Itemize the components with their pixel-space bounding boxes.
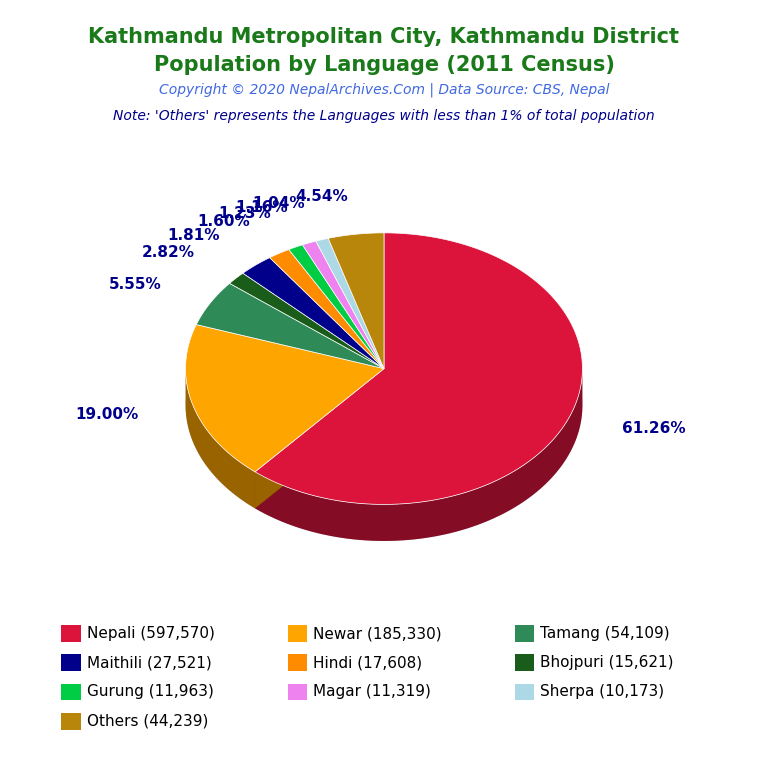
Bar — [288, 625, 307, 642]
Text: Maithili (27,521): Maithili (27,521) — [87, 655, 211, 670]
Bar — [515, 625, 534, 642]
Text: Newar (185,330): Newar (185,330) — [313, 626, 442, 641]
Text: 19.00%: 19.00% — [76, 407, 139, 422]
Polygon shape — [197, 283, 384, 369]
Bar — [61, 654, 81, 671]
Text: Sherpa (10,173): Sherpa (10,173) — [540, 684, 664, 700]
Polygon shape — [328, 233, 384, 369]
Text: Note: 'Others' represents the Languages with less than 1% of total population: Note: 'Others' represents the Languages … — [113, 109, 655, 123]
Text: Gurung (11,963): Gurung (11,963) — [87, 684, 214, 700]
Polygon shape — [289, 245, 384, 369]
Text: Nepali (597,570): Nepali (597,570) — [87, 626, 215, 641]
Polygon shape — [255, 369, 384, 508]
Bar — [515, 654, 534, 671]
Polygon shape — [270, 250, 384, 369]
Text: 1.04%: 1.04% — [252, 196, 305, 211]
Bar — [515, 684, 534, 700]
Text: Bhojpuri (15,621): Bhojpuri (15,621) — [540, 655, 674, 670]
Text: 1.81%: 1.81% — [167, 229, 220, 243]
Text: Magar (11,319): Magar (11,319) — [313, 684, 431, 700]
Ellipse shape — [186, 270, 582, 541]
Polygon shape — [303, 241, 384, 369]
Text: 2.82%: 2.82% — [141, 245, 194, 260]
Text: Population by Language (2011 Census): Population by Language (2011 Census) — [154, 55, 614, 75]
Polygon shape — [255, 370, 582, 541]
Bar — [61, 684, 81, 700]
Polygon shape — [230, 273, 384, 369]
Polygon shape — [255, 369, 384, 508]
Text: 5.55%: 5.55% — [109, 277, 161, 292]
Text: 1.23%: 1.23% — [218, 206, 271, 220]
Text: 1.60%: 1.60% — [197, 214, 250, 229]
Text: Tamang (54,109): Tamang (54,109) — [540, 626, 670, 641]
Bar — [288, 684, 307, 700]
Bar — [61, 713, 81, 730]
Polygon shape — [186, 369, 255, 508]
Bar — [61, 625, 81, 642]
Text: 1.16%: 1.16% — [236, 200, 288, 215]
Polygon shape — [255, 233, 582, 505]
Text: Others (44,239): Others (44,239) — [87, 713, 208, 729]
Text: Hindi (17,608): Hindi (17,608) — [313, 655, 422, 670]
Text: 61.26%: 61.26% — [622, 422, 686, 436]
Bar — [288, 654, 307, 671]
Polygon shape — [186, 325, 384, 472]
Text: Copyright © 2020 NepalArchives.Com | Data Source: CBS, Nepal: Copyright © 2020 NepalArchives.Com | Dat… — [159, 83, 609, 98]
Polygon shape — [243, 257, 384, 369]
Polygon shape — [316, 238, 384, 369]
Text: Kathmandu Metropolitan City, Kathmandu District: Kathmandu Metropolitan City, Kathmandu D… — [88, 27, 680, 47]
Text: 4.54%: 4.54% — [295, 189, 348, 204]
